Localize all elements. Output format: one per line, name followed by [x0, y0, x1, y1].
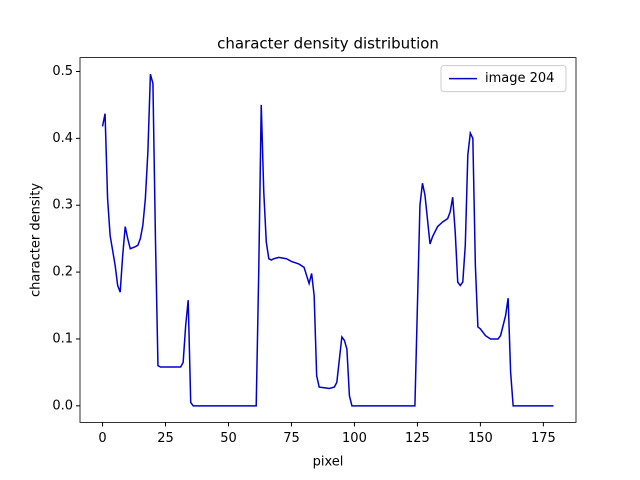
legend-box [440, 65, 567, 93]
x-tick-label: 150 [468, 431, 493, 446]
y-tick-label: 0.1 [52, 331, 73, 346]
y-axis-label: character density [29, 183, 44, 297]
x-tick-label: 50 [220, 431, 237, 446]
chart-title: character density distribution [217, 35, 439, 53]
x-tick-label: 75 [283, 431, 300, 446]
x-tick-label: 175 [531, 431, 556, 446]
legend-label: image 204 [485, 71, 554, 86]
x-axis-label: pixel [313, 455, 344, 470]
plot-frame [79, 57, 577, 423]
data-line [101, 73, 554, 407]
y-tick-label: 0.5 [52, 64, 73, 79]
y-tick-label: 0.2 [52, 265, 73, 280]
x-tick-label: 125 [405, 431, 430, 446]
y-tick-label: 0.4 [52, 131, 73, 146]
x-tick-label: 25 [157, 431, 174, 446]
x-tick-label: 100 [342, 431, 367, 446]
y-tick-label: 0.3 [52, 198, 73, 213]
x-tick-label: 0 [98, 431, 106, 446]
y-tick-label: 0.0 [52, 398, 73, 413]
